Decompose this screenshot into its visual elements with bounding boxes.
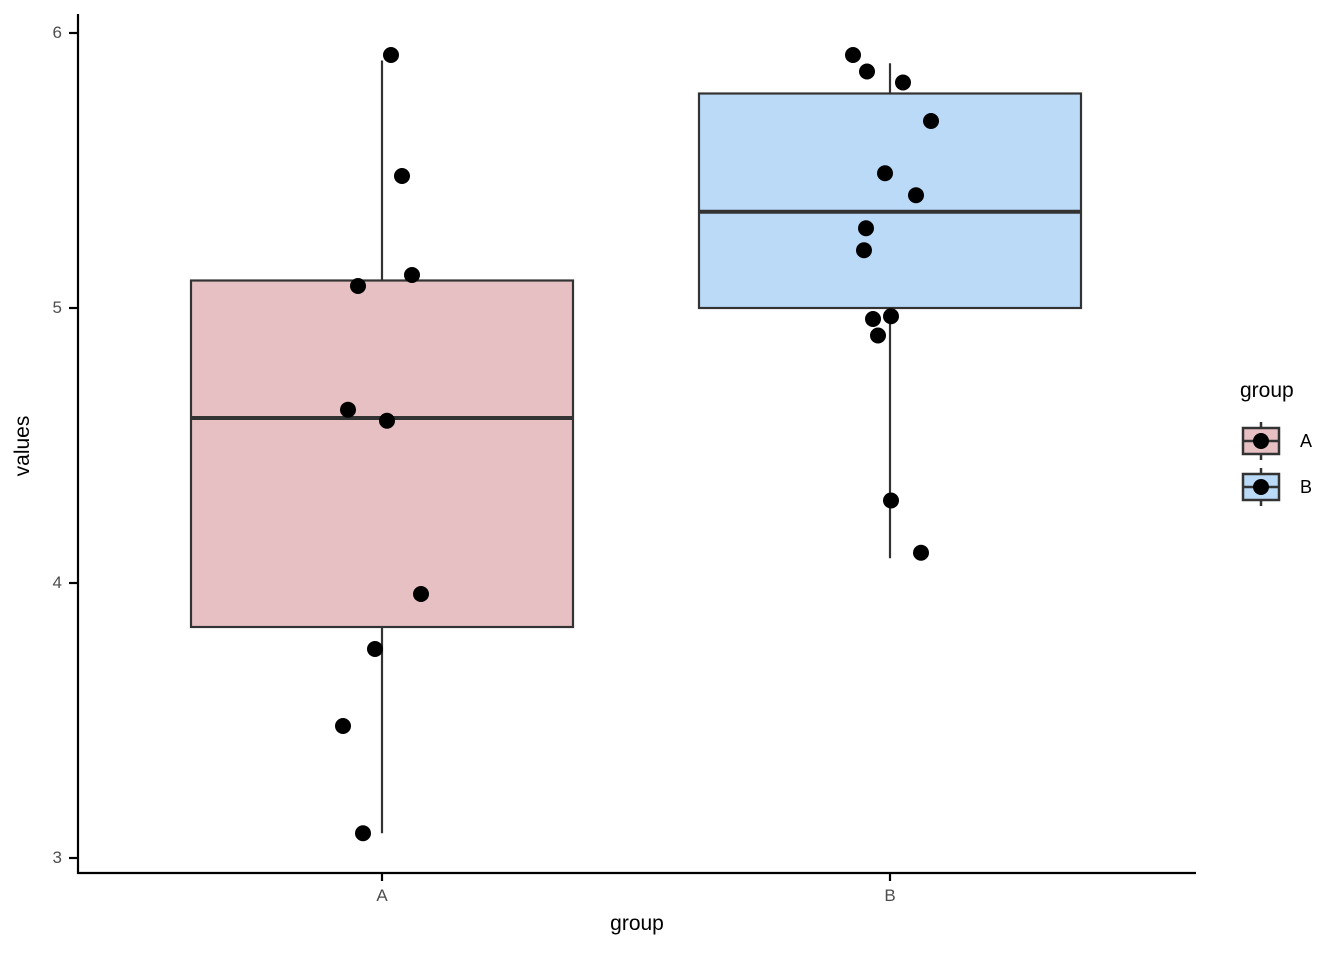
data-point-B: [856, 242, 872, 259]
legend-key-b: [1241, 468, 1281, 506]
y-axis-title: values: [11, 415, 34, 477]
data-point-B: [870, 327, 886, 344]
y-tick-label: 3: [52, 848, 62, 867]
data-point-B: [859, 63, 875, 80]
data-point-A: [340, 401, 356, 418]
legend-point-icon: [1253, 433, 1269, 449]
box-B: [697, 92, 1083, 310]
legend-label-b: B: [1300, 477, 1313, 497]
data-point-A: [335, 718, 351, 734]
data-point-B: [858, 220, 874, 237]
y-tick-label: 6: [52, 23, 62, 42]
data-point-A: [404, 267, 420, 283]
legend-point-icon: [1253, 479, 1269, 495]
data-point-A: [355, 825, 371, 842]
x-tick-label: A: [376, 886, 388, 905]
y-tick-label: 4: [52, 573, 62, 592]
data-point-B: [908, 187, 924, 204]
data-point-B: [845, 47, 861, 63]
data-point-B: [877, 165, 893, 182]
data-point-B: [865, 311, 881, 327]
box-A: [189, 279, 575, 629]
data-point-B: [913, 544, 929, 561]
x-tick-label: B: [884, 886, 896, 905]
legend-key-a: [1241, 422, 1281, 460]
data-point-A: [350, 278, 366, 294]
data-point-B: [895, 74, 911, 91]
data-point-B: [923, 113, 939, 129]
x-axis-title: group: [610, 912, 664, 935]
data-point-A: [394, 168, 410, 184]
legend-title: group: [1240, 379, 1294, 402]
data-point-A: [413, 586, 429, 602]
data-point-A: [383, 47, 399, 63]
legend-label-a: A: [1300, 431, 1313, 451]
data-point-B: [883, 492, 899, 509]
data-point-A: [379, 412, 395, 429]
y-tick-label: 5: [52, 298, 62, 317]
data-point-B: [883, 308, 899, 325]
data-point-A: [367, 641, 383, 657]
